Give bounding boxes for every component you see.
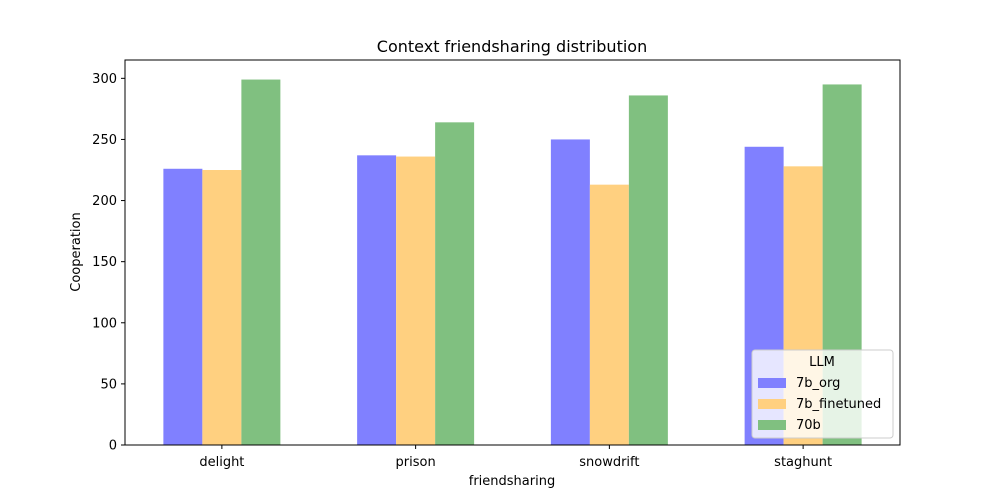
bar-7b-finetuned-prison	[396, 156, 436, 446]
chart-title: Context friendsharing distribution	[377, 37, 647, 56]
legend-box	[751, 349, 894, 439]
legend-label-7b-org: 7b_org	[796, 376, 840, 391]
x-tick-label-snowdrift: snowdrift	[579, 455, 639, 470]
legend-swatch-7b-finetuned	[758, 399, 786, 409]
bar-70b-prison	[435, 122, 475, 445]
bar-7b-org-delight	[163, 168, 203, 445]
y-tick-label-250: 250	[92, 133, 117, 148]
legend-swatch-70b	[758, 420, 786, 430]
legend: LLM 7b_org 7b_finetuned 70b	[751, 349, 894, 439]
x-tick-label-staghunt: staghunt	[774, 455, 832, 470]
bar-70b-delight	[241, 79, 281, 446]
bar-7b-finetuned-delight	[202, 170, 242, 445]
y-tick-label-200: 200	[92, 194, 117, 209]
y-axis-label: Cooperation	[69, 212, 84, 291]
y-tick-label-0: 0	[109, 439, 117, 454]
bar-7b-org-prison	[357, 155, 397, 446]
bar-7b-finetuned-snowdrift	[589, 184, 629, 445]
y-tick-label-50: 50	[100, 377, 117, 392]
legend-title: LLM	[809, 355, 835, 370]
y-tick-label-300: 300	[92, 72, 117, 87]
x-tick-label-delight: delight	[199, 455, 244, 470]
bar-7b-org-snowdrift	[550, 139, 590, 445]
y-tick-label-150: 150	[92, 255, 117, 270]
x-tick-label-prison: prison	[396, 455, 436, 470]
x-axis-label: friendsharing	[469, 474, 555, 489]
legend-swatch-7b-org	[758, 378, 786, 388]
plot-frame	[124, 59, 901, 446]
legend-label-7b-finetuned: 7b_finetuned	[796, 397, 881, 412]
bar-70b-snowdrift	[628, 95, 668, 445]
legend-label-70b: 70b	[796, 418, 821, 433]
y-axis: 0 50 100 150 200 250 300	[92, 72, 125, 454]
y-tick-label-100: 100	[92, 316, 117, 331]
x-axis: delight prison snowdrift staghunt	[199, 445, 832, 470]
